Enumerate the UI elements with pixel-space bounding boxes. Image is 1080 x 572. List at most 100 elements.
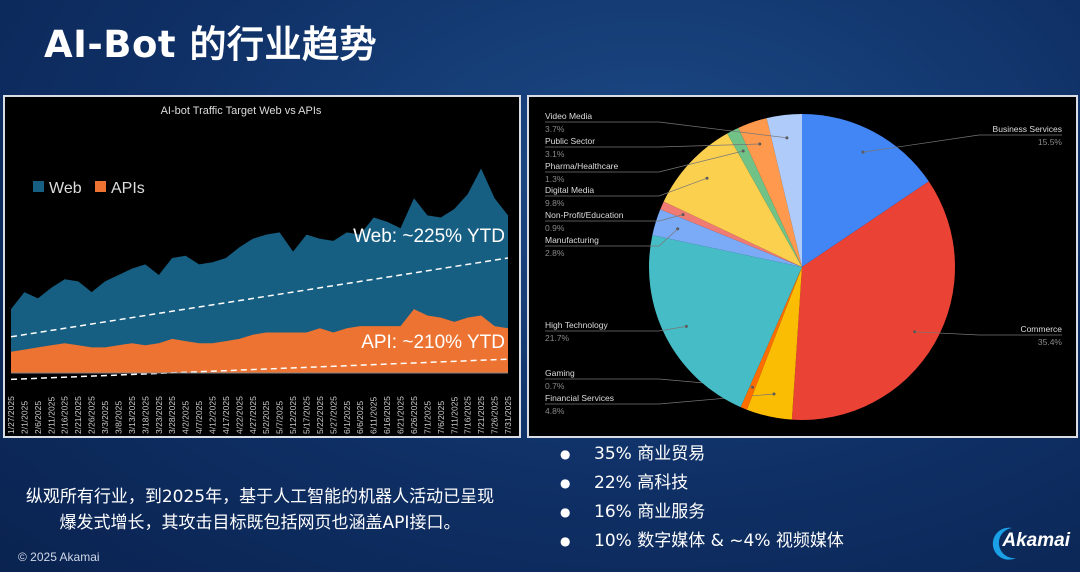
- x-tick-label: 6/6/2025: [355, 401, 365, 434]
- trend-line: [10, 257, 509, 338]
- legend-swatch: [95, 181, 106, 192]
- slice-percent: 1.3%: [545, 174, 565, 184]
- x-tick-label: 3/13/2025: [127, 396, 137, 434]
- akamai-logo: Akamai: [993, 527, 1070, 560]
- pie-slice: [727, 127, 802, 267]
- x-tick-label: 4/17/2025: [221, 396, 231, 434]
- x-tick-label: 2/1/2025: [19, 401, 29, 434]
- slice-percent: 21.7%: [545, 333, 570, 343]
- pie-slice: [740, 267, 802, 410]
- leader-line: [545, 228, 678, 247]
- bullet-item: ● 16% 商业服务: [560, 502, 706, 522]
- x-tick-label: 5/12/2025: [288, 396, 298, 434]
- leader-line: [545, 143, 760, 148]
- series-area-web: [11, 168, 508, 373]
- x-tick-label: 3/8/2025: [113, 401, 123, 434]
- leader-dot: [772, 392, 776, 396]
- x-tick-label: 5/17/2025: [302, 396, 312, 434]
- pie-slice: [802, 114, 929, 267]
- bullet-item: ● 35% 商业贸易: [560, 444, 706, 464]
- slice-label: Financial Services: [545, 393, 614, 403]
- leader-dot: [684, 324, 688, 328]
- trend-annotation: API: ~210% YTD: [361, 332, 505, 353]
- x-tick-label: 7/6/2025: [436, 401, 446, 434]
- x-tick-label: 4/2/2025: [181, 401, 191, 434]
- x-tick-label: 5/7/2025: [275, 401, 285, 434]
- x-tick-label: 6/26/2025: [409, 396, 419, 434]
- x-tick-label: 3/28/2025: [167, 396, 177, 434]
- slice-label: Gaming: [545, 368, 575, 378]
- x-tick-label: 3/23/2025: [154, 396, 164, 434]
- slice-percent: 4.8%: [545, 406, 565, 416]
- x-tick-label: 4/7/2025: [194, 401, 204, 434]
- x-tick-label: 4/22/2025: [234, 396, 244, 434]
- pie-slice: [738, 118, 802, 267]
- x-tick-label: 1/27/2025: [6, 396, 16, 434]
- slice-label: Commerce: [1020, 324, 1062, 334]
- slice-label: Business Services: [993, 124, 1062, 134]
- area-chart-panel: AI-bot Traffic Target Web vs APIs Web: ~2…: [3, 95, 521, 438]
- slice-label: Public Sector: [545, 136, 595, 146]
- x-tick-label: 4/27/2025: [248, 396, 258, 434]
- leader-line: [914, 331, 1062, 336]
- slice-label: Video Media: [545, 111, 592, 121]
- slice-percent: 3.7%: [545, 124, 565, 134]
- x-tick-label: 3/3/2025: [100, 401, 110, 434]
- leader-line: [545, 214, 684, 222]
- x-tick-label: 5/2/2025: [261, 401, 271, 434]
- slice-percent: 0.9%: [545, 223, 565, 233]
- pie-chart: Business Services 15.5% Commerce 35.4% Finan…: [545, 111, 1063, 420]
- pie-slice: [766, 114, 802, 267]
- bullet-list: ● 35% 商业贸易 ● 22% 高科技 ● 16% 商业服务 ● 10% 数字媒体 &…: [560, 440, 844, 556]
- slice-label: Non-Profit/Education: [545, 210, 624, 220]
- leader-line: [862, 134, 1062, 153]
- pie-slice: [663, 133, 802, 267]
- x-tick-label: 7/16/2025: [463, 396, 473, 434]
- legend-label: APIs: [111, 180, 145, 197]
- slice-label: Digital Media: [545, 185, 594, 195]
- leader-line: [545, 326, 687, 332]
- x-tick-label: 2/6/2025: [33, 401, 43, 434]
- x-tick-label: 6/11/2025: [369, 397, 379, 434]
- slice-percent: 2.8%: [545, 248, 565, 258]
- leader-dot: [861, 150, 865, 154]
- x-tick-label: 3/18/2025: [140, 396, 150, 434]
- leader-line: [545, 177, 708, 197]
- slice-percent: 0.7%: [545, 381, 565, 391]
- x-tick-label: 7/26/2025: [490, 396, 500, 434]
- x-tick-label: 6/21/2025: [396, 396, 406, 434]
- pie-slice: [652, 209, 802, 267]
- pie-slice: [649, 235, 802, 408]
- slice-percent: 9.8%: [545, 198, 565, 208]
- leader-line: [545, 121, 787, 139]
- slice-label: Manufacturing: [545, 235, 599, 245]
- trend-line: [10, 358, 509, 381]
- x-tick-label: 4/12/2025: [207, 396, 217, 434]
- summary-note: 纵观所有行业，到2025年，基于人工智能的机器人活动已呈现爆发式增长，其攻击目标…: [25, 487, 495, 533]
- slice-percent: 3.1%: [545, 149, 565, 159]
- leader-dot: [750, 385, 754, 389]
- pie-slice: [746, 267, 802, 420]
- leader-dot: [705, 176, 709, 180]
- area-chart: AI-bot Traffic Target Web vs APIs Web: ~2…: [6, 105, 513, 434]
- legend-label: Web: [49, 180, 82, 197]
- copyright: © 2025 Akamai: [18, 550, 100, 564]
- x-tick-label: 7/31/2025: [503, 396, 513, 434]
- slice-percent: 35.4%: [1038, 337, 1063, 347]
- slice-percent: 15.5%: [1038, 137, 1063, 147]
- pie-slice: [791, 181, 955, 420]
- slice-label: High Technology: [545, 320, 608, 330]
- chart-title: AI-bot Traffic Target Web vs APIs: [161, 105, 322, 117]
- legend-swatch: [33, 181, 44, 192]
- x-tick-label: 2/16/2025: [60, 396, 70, 434]
- leader-line: [545, 150, 744, 173]
- page-title: AI-Bot 的行业趋势: [44, 23, 377, 66]
- bullet-item: ● 10% 数字媒体 & ~4% 视频媒体: [560, 531, 844, 551]
- x-tick-label: 6/16/2025: [382, 396, 392, 434]
- pie-slice: [660, 201, 802, 267]
- bullet-item: ● 22% 高科技: [560, 473, 689, 493]
- x-tick-label: 7/11/2025: [449, 397, 459, 434]
- x-tick-label: 7/21/2025: [476, 396, 486, 434]
- trend-annotation: Web: ~225% YTD: [353, 226, 505, 247]
- pie-chart-panel: Business Services 15.5% Commerce 35.4% Finan…: [527, 95, 1078, 438]
